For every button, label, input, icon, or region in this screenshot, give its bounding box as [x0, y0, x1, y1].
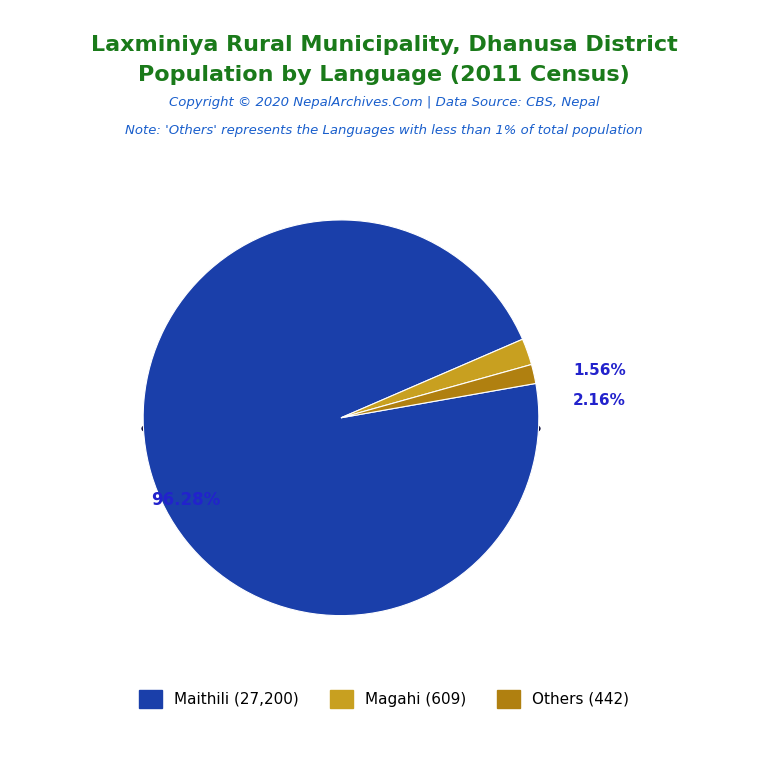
Text: Copyright © 2020 NepalArchives.Com | Data Source: CBS, Nepal: Copyright © 2020 NepalArchives.Com | Dat…	[169, 96, 599, 109]
Text: 2.16%: 2.16%	[573, 393, 626, 408]
Legend: Maithili (27,200), Magahi (609), Others (442): Maithili (27,200), Magahi (609), Others …	[133, 684, 635, 714]
Wedge shape	[341, 365, 536, 418]
Text: 96.28%: 96.28%	[151, 491, 220, 508]
Wedge shape	[341, 339, 531, 418]
Text: Note: 'Others' represents the Languages with less than 1% of total population: Note: 'Others' represents the Languages …	[125, 124, 643, 137]
Text: Population by Language (2011 Census): Population by Language (2011 Census)	[138, 65, 630, 85]
Wedge shape	[143, 220, 539, 616]
Text: 1.56%: 1.56%	[573, 363, 626, 378]
Ellipse shape	[142, 409, 540, 448]
Text: Laxminiya Rural Municipality, Dhanusa District: Laxminiya Rural Municipality, Dhanusa Di…	[91, 35, 677, 55]
